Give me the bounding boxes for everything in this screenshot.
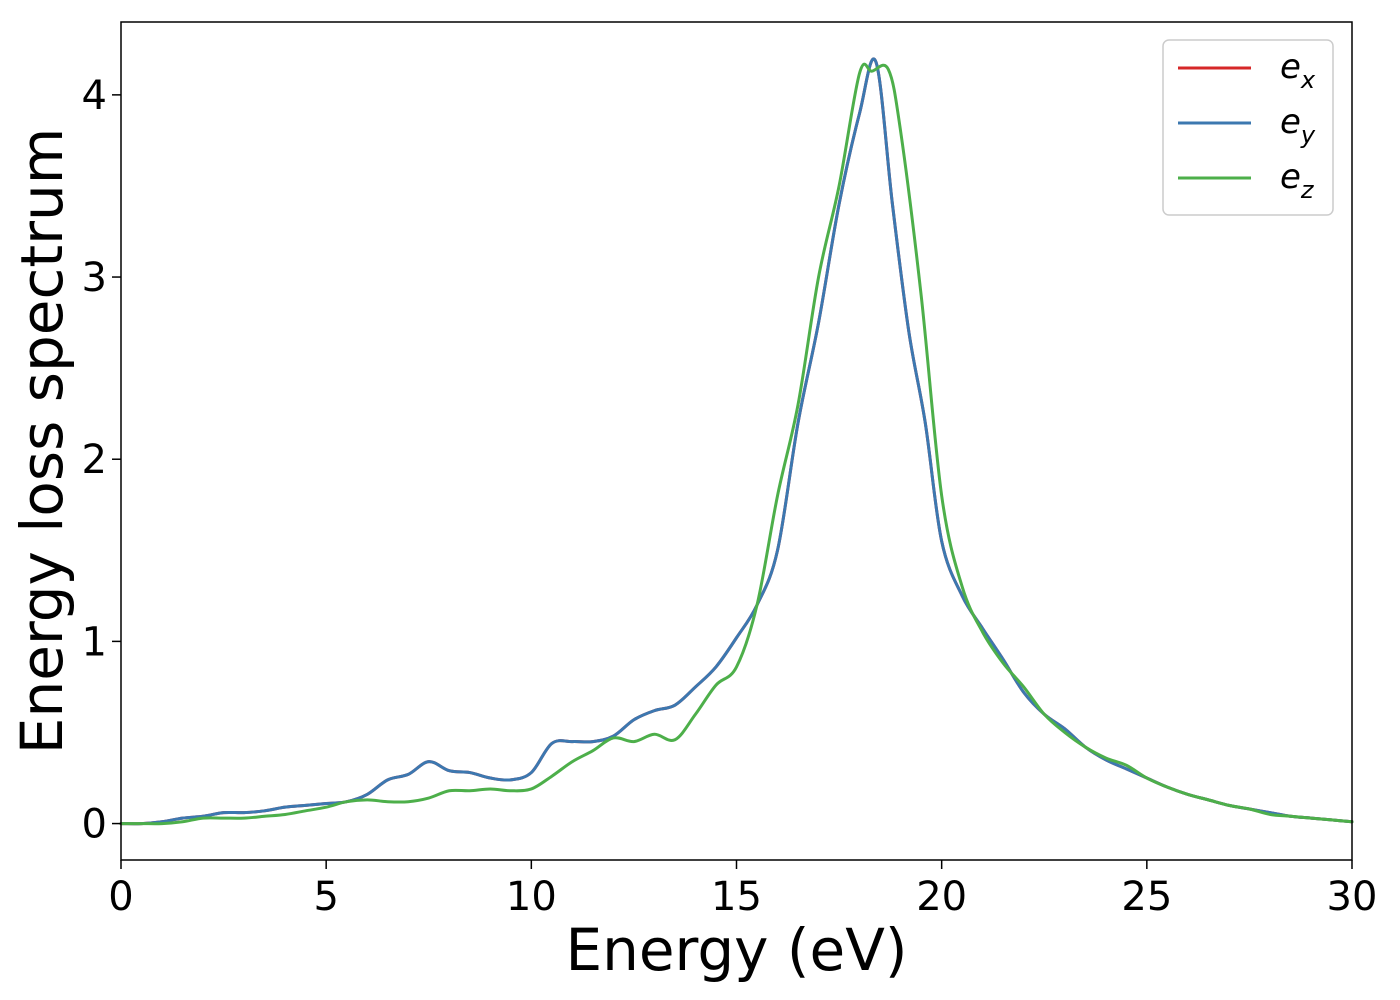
legend-label-subscript: y	[1300, 121, 1316, 149]
x-axis-ticks: 0 5 10 15 20 25 30	[108, 860, 1377, 920]
x-tick-label: 0	[108, 874, 133, 920]
y-tick-label: 1	[82, 619, 107, 665]
legend-label-subscript: x	[1300, 66, 1316, 94]
series-layer	[119, 57, 1354, 826]
x-tick-label: 15	[711, 874, 762, 920]
y-tick-label: 2	[82, 437, 107, 483]
x-tick-label: 10	[506, 874, 557, 920]
x-tick-label: 30	[1327, 874, 1378, 920]
legend-label-e-y: ey	[1280, 102, 1316, 149]
y-axis-label: Energy loss spectrum	[8, 128, 76, 754]
y-tick-label: 4	[82, 73, 107, 119]
y-tick-label: 0	[82, 802, 107, 848]
x-tick-label: 20	[916, 874, 967, 920]
legend-label-e-x: ex	[1280, 47, 1316, 94]
y-tick-label: 3	[82, 255, 107, 301]
y-axis-ticks: 0 1 2 3 4	[82, 73, 121, 848]
x-tick-label: 25	[1121, 874, 1172, 920]
legend-label-subscript: z	[1300, 176, 1315, 204]
legend-box	[1162, 39, 1334, 216]
series-line-e-z	[119, 62, 1354, 826]
x-tick-label: 5	[313, 874, 338, 920]
x-axis-label: Energy (eV)	[565, 916, 907, 984]
